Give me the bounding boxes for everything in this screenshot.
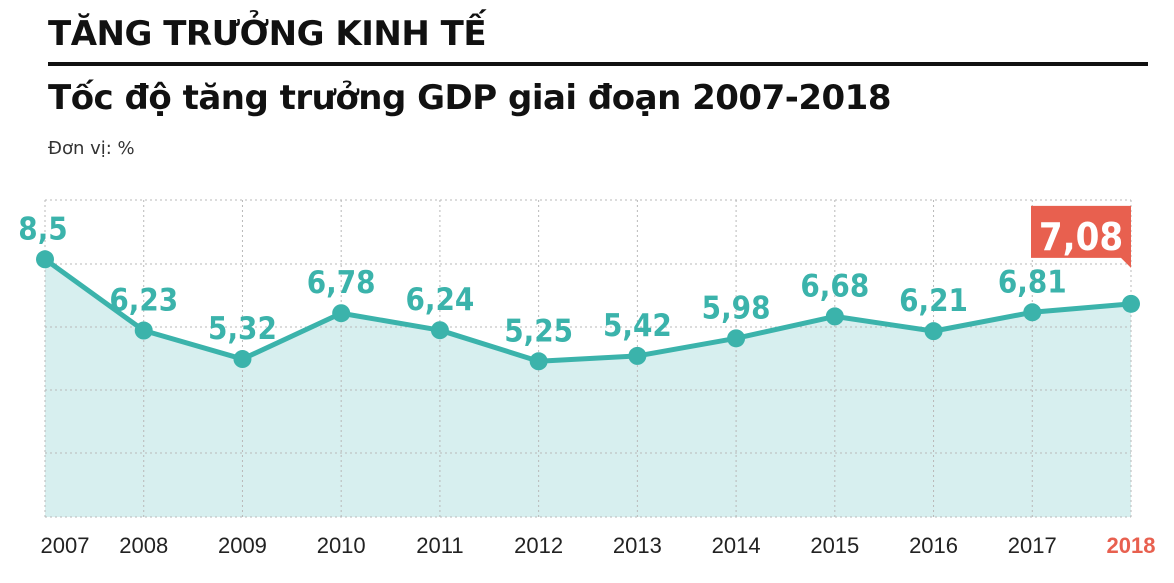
x-tick-label: 2008 [119,533,168,558]
data-label: 8,5 [18,211,67,247]
data-point [1023,303,1042,322]
x-tick-label: 2017 [1008,533,1057,558]
data-label: 6,78 [307,265,376,301]
highlight-callout [1031,205,1131,268]
chart-title: Tốc độ tăng trưởng GDP giai đoạn 2007-20… [48,78,891,118]
data-point [825,307,844,326]
data-point [924,322,943,341]
kicker-title: TĂNG TRƯỞNG KINH TẾ [48,14,487,54]
data-point [1122,294,1140,313]
x-tick-label: 2014 [712,533,761,558]
unit-label: Đơn vị: % [48,138,135,159]
x-tick-label: 2013 [613,533,662,558]
data-point [430,321,449,340]
data-point [628,346,647,365]
data-point [36,250,54,269]
data-point [233,350,252,369]
data-label: 7,08 [1039,215,1123,259]
data-label: 5,98 [702,290,771,326]
data-label: 6,21 [899,283,968,319]
series-line [43,257,1132,364]
x-tick-label: 2010 [317,533,366,558]
data-point [332,304,351,323]
data-label: 5,32 [208,311,277,347]
x-tick-label: 2009 [218,533,267,558]
data-label: 6,68 [800,268,869,304]
x-tick-label: 2011 [416,533,463,558]
data-point [529,352,548,371]
area-fill [45,259,1131,517]
data-label: 5,25 [504,313,573,349]
data-label: 6,81 [998,264,1067,300]
data-point [727,329,746,348]
x-tick-label: 2012 [514,533,563,558]
x-tick-label: 2016 [909,533,958,558]
data-label: 6,24 [406,282,475,318]
header-rule [48,62,1148,66]
data-label: 6,23 [109,283,178,319]
x-tick-label: 2007 [41,533,90,558]
data-label: 5,42 [603,308,672,344]
x-tick-label: 2018 [1107,533,1156,558]
x-tick-label: 2015 [810,533,859,558]
data-point [134,321,153,340]
